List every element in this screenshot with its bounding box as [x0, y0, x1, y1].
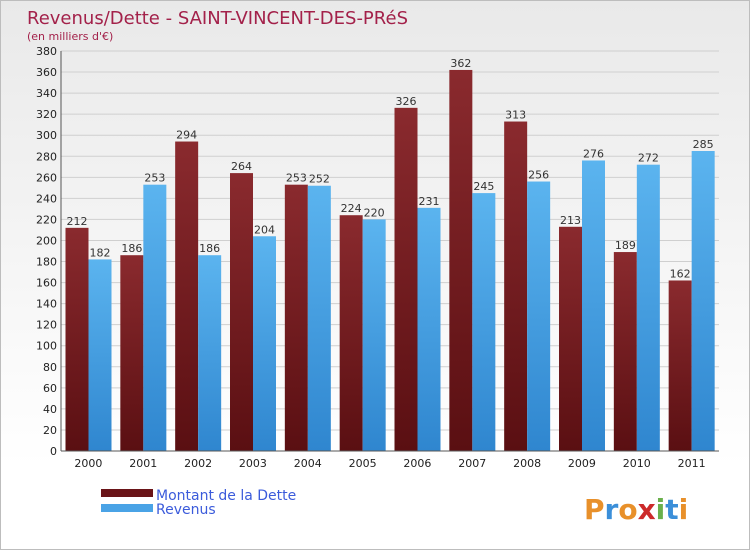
x-tick-label: 2008: [513, 457, 541, 470]
y-tick-label: 360: [36, 66, 57, 79]
y-tick-label: 180: [36, 256, 57, 269]
y-tick-label: 280: [36, 150, 57, 163]
y-tick-label: 60: [43, 382, 57, 395]
revenue-bar: [253, 236, 276, 451]
debt-bar-value-label: 162: [670, 267, 691, 280]
chart-subtitle: (en milliers d'€): [27, 30, 113, 43]
debt-bar-value-label: 326: [396, 95, 417, 108]
legend-label-debt: Montant de la Dette: [156, 488, 296, 504]
debt-bar: [504, 121, 528, 452]
x-tick-label: 2003: [239, 457, 267, 470]
debt-bar-value-label: 186: [121, 242, 142, 255]
debt-bar: [394, 107, 418, 451]
revenue-bar: [88, 259, 112, 451]
debt-bar: [120, 255, 144, 451]
debt-bar-value-label: 294: [176, 129, 197, 142]
revenue-bar-value-label: 182: [90, 246, 111, 259]
y-tick-label: 260: [36, 171, 57, 184]
y-tick-label: 380: [36, 45, 57, 58]
revenue-bar-value-label: 276: [583, 147, 604, 160]
revenue-bar-value-label: 252: [309, 173, 330, 186]
debt-bar-value-label: 253: [286, 172, 307, 185]
y-tick-label: 140: [36, 298, 57, 311]
debt-bar: [175, 141, 199, 452]
debt-bar: [284, 184, 308, 451]
debt-bar: [339, 215, 363, 451]
debt-bar-value-label: 224: [341, 202, 362, 215]
revenue-bar-value-label: 186: [199, 242, 220, 255]
debt-bar-value-label: 362: [450, 57, 471, 70]
y-tick-label: 160: [36, 277, 57, 290]
revenue-bar-value-label: 231: [419, 195, 440, 208]
legend-label-revenue: Revenus: [156, 502, 216, 518]
revenue-bar-value-label: 256: [528, 169, 549, 182]
debt-bar-value-label: 189: [615, 239, 636, 252]
x-tick-label: 2010: [623, 457, 651, 470]
revenue-bar: [198, 255, 222, 451]
legend-swatch-revenue: [101, 504, 153, 512]
debt-bar-value-label: 212: [67, 215, 88, 228]
y-tick-label: 200: [36, 234, 57, 247]
revenue-bar: [472, 193, 496, 451]
x-tick-label: 2002: [184, 457, 212, 470]
y-tick-label: 80: [43, 361, 57, 374]
y-tick-label: 340: [36, 87, 57, 100]
debt-bar: [668, 280, 692, 451]
y-tick-label: 220: [36, 213, 57, 226]
y-tick-label: 320: [36, 108, 57, 121]
y-tick-label: 300: [36, 129, 57, 142]
x-tick-label: 2007: [458, 457, 486, 470]
legend: Montant de la Dette Revenus: [101, 488, 296, 518]
y-tick-label: 100: [36, 340, 57, 353]
debt-bar: [449, 69, 473, 452]
debt-bar: [613, 252, 637, 451]
x-tick-label: 2011: [678, 457, 706, 470]
revenue-bar: [307, 185, 331, 451]
x-tick-label: 2006: [403, 457, 431, 470]
revenue-bar: [691, 151, 715, 451]
svg-text:Proxiti: Proxiti: [584, 493, 688, 526]
grid-lines: [61, 50, 719, 452]
revenue-bar: [582, 160, 605, 451]
debt-bar-value-label: 313: [505, 109, 526, 122]
legend-swatch-debt: [101, 489, 153, 497]
y-tick-label: 20: [43, 424, 57, 437]
revenue-bar-value-label: 245: [473, 180, 494, 193]
y-tick-label: 0: [50, 445, 57, 458]
revenue-bar-value-label: 272: [638, 152, 659, 165]
x-tick-label: 2000: [74, 457, 102, 470]
revenue-bar-value-label: 285: [693, 138, 714, 151]
revenue-bar-value-label: 253: [144, 172, 165, 185]
y-tick-label: 40: [43, 403, 57, 416]
y-axis-ticks: 0 20 40 60 80 100 120 140 160 180 200 220 240 260 280 3…: [36, 45, 57, 458]
revenue-bar-value-label: 220: [364, 206, 385, 219]
revenue-bar: [417, 207, 441, 451]
proxiti-logo: Proxiti: [584, 493, 688, 526]
x-tick-label: 2009: [568, 457, 596, 470]
revenue-bar: [143, 184, 167, 451]
revenue-bar: [636, 164, 660, 451]
x-axis-ticks: 2000 2001 2002 2003 2004 2005 2006 2007 2008 2009…: [74, 457, 705, 470]
debt-bar-value-label: 213: [560, 214, 581, 227]
chart-title: Revenus/Dette - SAINT-VINCENT-DES-PRéS: [27, 8, 408, 29]
y-tick-label: 240: [36, 192, 57, 205]
revenue-bar: [527, 181, 551, 452]
debt-bar-value-label: 264: [231, 160, 252, 173]
revenue-bar-value-label: 204: [254, 223, 275, 236]
x-tick-label: 2004: [294, 457, 322, 470]
debt-bar: [65, 227, 89, 451]
revenue-bar: [362, 219, 386, 451]
debt-bar: [559, 226, 582, 451]
x-tick-label: 2005: [349, 457, 377, 470]
debt-bar: [230, 173, 253, 451]
y-tick-label: 120: [36, 319, 57, 332]
x-tick-label: 2001: [129, 457, 157, 470]
bars: [65, 69, 715, 452]
